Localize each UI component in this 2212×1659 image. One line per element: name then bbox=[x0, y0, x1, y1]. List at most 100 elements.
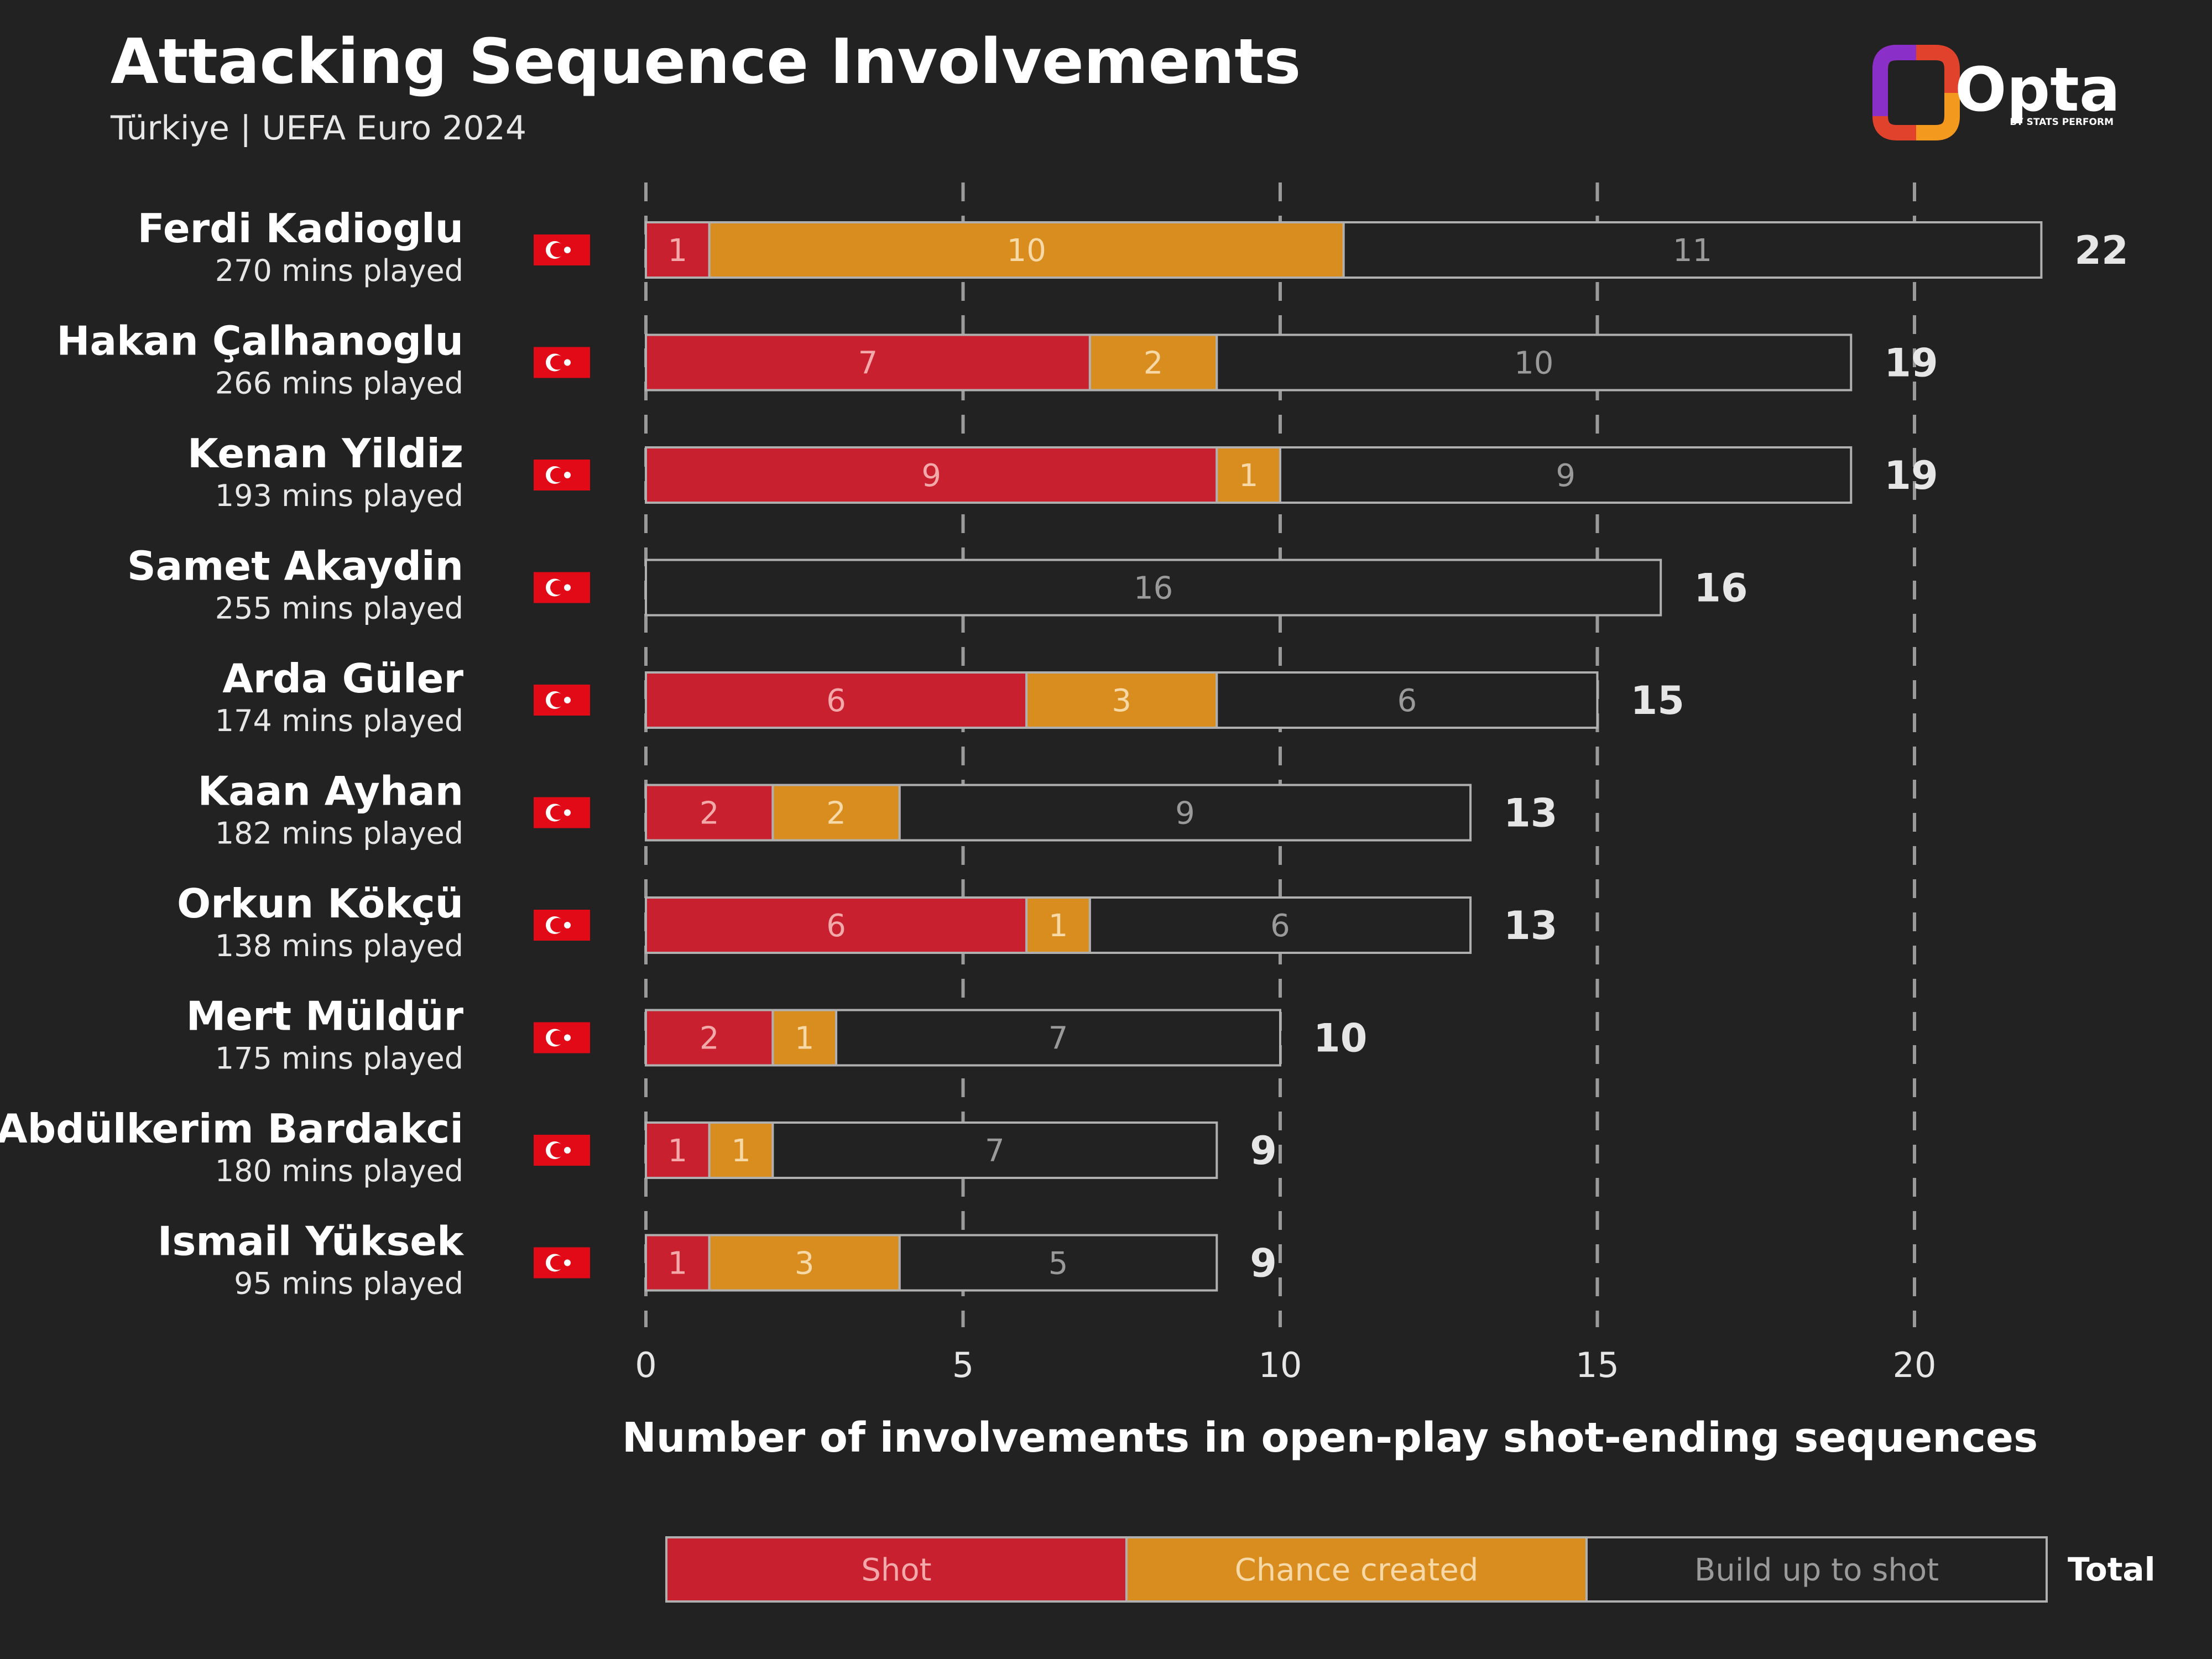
bar-segment-label: 2 bbox=[700, 796, 719, 832]
bar-segment-label: 10 bbox=[1514, 346, 1553, 382]
bar-segment bbox=[645, 671, 1028, 729]
chart-subtitle: Türkiye | UEFA Euro 2024 bbox=[110, 109, 526, 148]
legend-swatch bbox=[665, 1536, 1128, 1603]
opta-logo-icon bbox=[1872, 45, 1960, 140]
bar-segment-label: 10 bbox=[1007, 233, 1046, 269]
x-tick-label: 10 bbox=[1259, 1345, 1302, 1385]
legend-label: Shot bbox=[861, 1552, 931, 1588]
bar-total-label: 13 bbox=[1504, 791, 1557, 836]
bar-segment-label: 6 bbox=[826, 683, 846, 719]
player-name: Ferdi Kadioglu bbox=[138, 205, 463, 252]
bar-segment bbox=[645, 1234, 711, 1292]
opta-logo: Opta BY STATS PERFORM bbox=[1872, 45, 2120, 140]
player-minutes: 182 mins played bbox=[215, 816, 463, 851]
player-name: Kaan Ayhan bbox=[198, 768, 463, 815]
bar-segment bbox=[1025, 671, 1218, 729]
bar-segment-label: 9 bbox=[921, 458, 941, 494]
player-name: Orkun Kökçü bbox=[177, 880, 463, 927]
turkey-flag-icon bbox=[534, 685, 590, 716]
bar-segment bbox=[645, 446, 1218, 504]
bar-total-label: 19 bbox=[1884, 453, 1938, 498]
turkey-flag-icon bbox=[534, 910, 590, 941]
bar-total-label: 13 bbox=[1504, 903, 1557, 948]
legend-swatch bbox=[1585, 1536, 2048, 1603]
x-tick-label: 5 bbox=[952, 1345, 974, 1385]
legend-total-label: Total bbox=[2068, 1551, 2155, 1588]
bar-segment-label: 2 bbox=[826, 796, 846, 832]
bar-segment bbox=[708, 1121, 774, 1179]
opta-logo-subtext: BY STATS PERFORM bbox=[2010, 117, 2114, 128]
turkey-flag-icon bbox=[534, 797, 590, 828]
bar-segment-label: 2 bbox=[1144, 346, 1164, 382]
turkey-flag-icon bbox=[534, 347, 590, 378]
x-axis: 0 5 10 15 20 bbox=[635, 1345, 1936, 1385]
bar-segment bbox=[708, 221, 1345, 279]
bar-total-label: 22 bbox=[2074, 228, 2128, 273]
bar-segment-label: 1 bbox=[1048, 908, 1068, 944]
bar-total-label: 9 bbox=[1250, 1241, 1277, 1286]
x-tick-label: 0 bbox=[635, 1345, 656, 1385]
bar-segment-label: 16 bbox=[1134, 571, 1173, 607]
bar-segment-label: 1 bbox=[1239, 458, 1259, 494]
turkey-flag-icon bbox=[534, 234, 590, 265]
player-minutes: 266 mins played bbox=[215, 366, 463, 401]
bar-segment-label: 7 bbox=[858, 346, 878, 382]
bar-segment bbox=[645, 896, 1028, 954]
turkey-flag-icon bbox=[534, 1247, 590, 1279]
chart-title: Attacking Sequence Involvements bbox=[111, 26, 1301, 98]
player-minutes: 270 mins played bbox=[215, 253, 463, 288]
bar-segment bbox=[1088, 896, 1472, 954]
legend: Shot Chance created Build up to shot Total bbox=[665, 1536, 2155, 1603]
bar-segment bbox=[645, 784, 774, 842]
turkey-flag-icon bbox=[534, 1135, 590, 1166]
turkey-flag-icon bbox=[534, 572, 590, 603]
x-tick-label: 20 bbox=[1893, 1345, 1937, 1385]
bar-segment bbox=[835, 1009, 1281, 1067]
player-minutes: 175 mins played bbox=[215, 1041, 463, 1076]
bar-segment-label: 1 bbox=[668, 1246, 688, 1282]
player-minutes: 193 mins played bbox=[215, 478, 463, 513]
bar-segment-label: 6 bbox=[1397, 683, 1417, 719]
bar-total-label: 9 bbox=[1250, 1128, 1277, 1173]
bar-segment bbox=[1342, 221, 2043, 279]
bar-segment-label: 9 bbox=[1175, 796, 1195, 832]
turkey-flag-icon bbox=[534, 460, 590, 491]
bar-segment-label: 9 bbox=[1556, 458, 1575, 494]
player-minutes: 180 mins played bbox=[215, 1154, 463, 1188]
x-axis-label: Number of involvements in open-play shot… bbox=[622, 1414, 2038, 1462]
bar-segment bbox=[1215, 333, 1853, 392]
bar-segment-label: 1 bbox=[795, 1021, 815, 1057]
grid-lines bbox=[644, 182, 1916, 1327]
bar-segment-label: 6 bbox=[826, 908, 846, 944]
player-name: Hakan Çalhanoglu bbox=[56, 318, 463, 364]
bar-segment-label: 2 bbox=[700, 1021, 719, 1057]
player-name: Ismail Yüksek bbox=[158, 1218, 465, 1265]
bar-segment bbox=[645, 1009, 774, 1067]
bar-segment bbox=[1215, 671, 1599, 729]
player-name: Mert Müldür bbox=[186, 993, 464, 1040]
bar-segment-label: 3 bbox=[1112, 683, 1131, 719]
bar-segment-label: 1 bbox=[668, 1133, 688, 1169]
bar-segment-label: 1 bbox=[731, 1133, 751, 1169]
bar-segment-label: 3 bbox=[795, 1246, 815, 1282]
player-name: Samet Akaydin bbox=[127, 543, 463, 589]
bar-segment-label: 5 bbox=[1048, 1246, 1068, 1282]
player-name: Abdülkerim Bardakci bbox=[0, 1105, 463, 1152]
player-name: Arda Güler bbox=[222, 655, 463, 702]
bar-segment bbox=[1088, 333, 1218, 392]
bar-total-label: 16 bbox=[1694, 566, 1747, 611]
bar-total-label: 10 bbox=[1313, 1016, 1367, 1061]
bar-total-label: 19 bbox=[1884, 341, 1938, 386]
bar-segment bbox=[645, 333, 1091, 392]
bar-total-label: 15 bbox=[1631, 678, 1684, 723]
bar-segment-label: 11 bbox=[1673, 233, 1712, 269]
bar-segment bbox=[898, 1234, 1218, 1292]
